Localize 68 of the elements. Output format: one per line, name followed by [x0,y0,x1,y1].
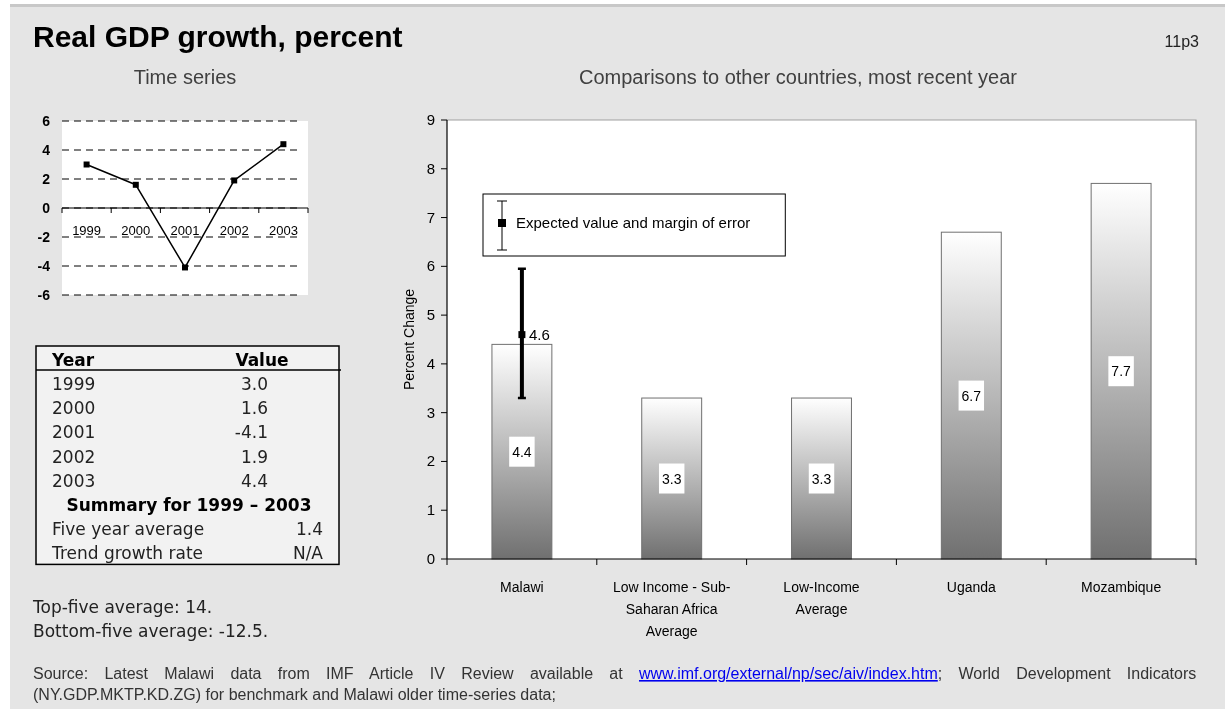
y-tick-label: 1 [426,501,435,519]
x-tick-label: 2002 [219,223,249,238]
y-tick-label: 2001 [52,422,96,443]
bar [1090,182,1152,560]
y-tick-label: 8 [426,159,435,177]
y-tick-label: 6 [426,257,435,275]
y-tick-label: 5 [426,306,435,324]
text: 11p3 [1164,33,1200,50]
x-tick-label: 2000 [121,223,151,238]
bar [491,343,553,560]
point [231,177,238,184]
x-tick-label: 2001 [170,223,200,238]
y-axis-title: Year [51,350,95,370]
y-tick-label: 6 [42,113,51,129]
data-label: 4.4 [512,443,532,460]
x-tick-label: Uganda [946,579,997,595]
data-label: 7.7 [1111,363,1132,380]
y-tick-label: 2 [426,452,435,470]
bar [791,397,852,560]
data-label: 6.7 [961,387,982,404]
y-tick-label: 7 [426,208,435,226]
data-label: 4.4 [240,470,268,491]
text: Trend growth rate [51,543,204,564]
y-tick-label: 9 [426,111,435,128]
text: Bottom-five average: -12.5. [33,621,269,641]
y-tick-label: 4 [426,354,435,372]
text: Top-five average: 14. [32,597,213,617]
chart-title: Comparisons to other countries, most recent year [579,66,1018,88]
text: Summary for 1999 – 2003 [66,495,312,515]
x-tick-label: Value [235,350,289,370]
y-tick-label: 4 [42,142,51,158]
point [83,161,90,168]
x-tick-label: Low-Income Average [783,579,860,617]
x-tick-label: Malawi [500,579,544,595]
chart-title: Time series [133,66,237,88]
data-label: 3.0 [240,374,268,394]
data-label: 1.9 [240,446,268,467]
y-tick-label: 2002 [52,446,96,467]
data-label: -4.1 [234,422,268,443]
data-label: 1.6 [240,398,268,419]
y-tick-label: 0 [42,200,51,216]
y-tick-label: -6 [37,287,51,303]
y-tick-label: 2003 [52,470,96,491]
text: Real GDP growth, percent [33,20,403,53]
x-tick-label: 2003 [268,223,298,238]
text: 1.4 [295,519,323,540]
x-tick-label: Mozambique [1081,579,1162,595]
text: Source: Latest Malawi data from IMF Article IV Review available at www.imf.org/external/np/sec/aiv/index.htm; World Development Indicators (NY.GDP.MKTP.KD.ZG) for benchmark and Malawi older time-series data; [33,665,1197,703]
y-tick-label: -2 [37,229,51,245]
y-tick-label: 0 [426,550,435,567]
bar [940,231,1002,560]
point [182,264,188,271]
data-label: 4.6 [528,325,550,343]
x-tick-label: Low Income - Sub-Saharan Africa Average [612,579,731,639]
legend-label: Expected value and margin of error [516,214,751,231]
point [132,181,139,188]
y-tick-label: 3 [426,403,435,421]
point [280,141,287,148]
text: Five year average [52,519,205,540]
y-tick-label: 1999 [52,374,96,394]
y-axis-title: Percent Change [401,288,417,391]
y-tick-label: 2 [42,171,51,187]
text: N/A [292,543,324,564]
data-label: 3.3 [661,470,682,487]
bar [641,397,703,560]
data-label: 3.3 [811,470,832,487]
y-tick-label: 2000 [52,398,96,419]
y-tick-label: -4 [37,258,51,274]
